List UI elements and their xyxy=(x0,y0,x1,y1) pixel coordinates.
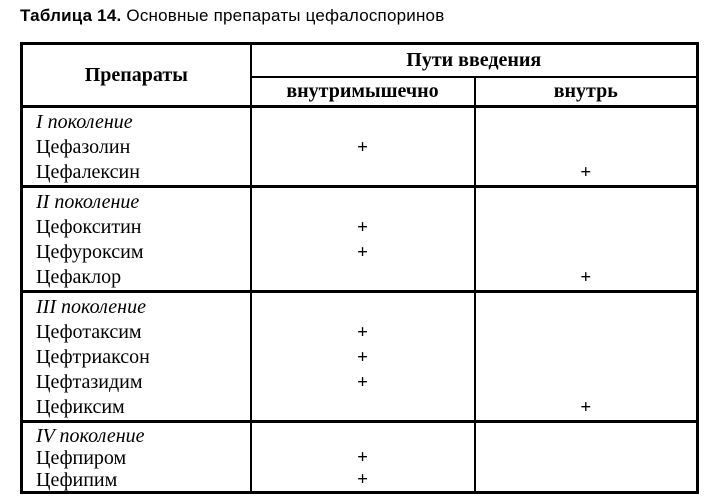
intramuscular-mark xyxy=(252,160,474,185)
intramuscular-cell: + + + xyxy=(249,290,476,423)
intramuscular-cell: + + xyxy=(249,185,476,293)
generation-label: IV поколение xyxy=(36,425,145,447)
intramuscular-mark: + xyxy=(357,447,368,468)
drug-name: Цефпиром xyxy=(36,447,127,469)
oral-mark xyxy=(476,135,697,160)
spacer-line xyxy=(476,425,697,447)
oral-mark xyxy=(476,370,697,395)
drug-name: Цефалексин xyxy=(36,161,140,183)
intramuscular-mark: + xyxy=(357,347,368,368)
oral-mark xyxy=(476,345,697,370)
table-number-label: Таблица 14. xyxy=(20,6,122,25)
drug-name: Цефтазидим xyxy=(36,371,143,393)
header-drugs: Препараты xyxy=(20,42,252,108)
drug-name: Цефазолин xyxy=(36,136,131,158)
oral-mark: + xyxy=(580,397,592,418)
spacer-line xyxy=(476,110,697,135)
drug-name: Цефтриаксон xyxy=(36,346,150,368)
oral-mark xyxy=(476,320,697,345)
spacer-line xyxy=(476,190,697,215)
oral-mark xyxy=(476,240,697,265)
generation-label: III поколение xyxy=(36,296,146,318)
oral-cell: + xyxy=(473,185,699,293)
intramuscular-mark: + xyxy=(357,372,368,393)
oral-mark xyxy=(476,447,697,469)
spacer-line xyxy=(476,295,697,320)
generation-group-row: III поколение Цефотаксим Цефтриаксон Цефтаз… xyxy=(20,290,699,423)
intramuscular-mark xyxy=(252,395,474,420)
generation-group-row: II поколение Цефокситин Цефуроксим Цефаклор… xyxy=(20,185,699,293)
drug-name: Цефиксим xyxy=(36,396,125,418)
page-title: Таблица 14. Основные препараты цефалоспор… xyxy=(20,6,444,26)
oral-cell xyxy=(473,420,699,494)
intramuscular-mark: + xyxy=(357,137,368,158)
header-intramuscular: внутримышечно xyxy=(249,75,476,108)
oral-mark xyxy=(476,215,697,240)
header-row-sub: внутримышечно внутрь xyxy=(22,75,699,108)
oral-mark xyxy=(476,469,697,491)
intramuscular-mark: + xyxy=(357,469,368,490)
drugs-cell: I поколение Цефазолин Цефалексин xyxy=(20,105,252,188)
spacer-line xyxy=(252,425,474,447)
header-row-top: Препараты Пути введения xyxy=(20,42,699,108)
drugs-cell: IV поколение Цефпиром Цефипим xyxy=(20,420,252,494)
drug-name: Цефипим xyxy=(36,469,118,491)
table-body: I поколение Цефазолин Цефалексин + + II покол… xyxy=(20,105,699,494)
cephalosporin-table: Препараты Пути введения внутримышечно вн… xyxy=(20,42,700,494)
intramuscular-cell: + + xyxy=(249,420,476,494)
table-caption: Основные препараты цефалоспоринов xyxy=(126,6,445,25)
spacer-line xyxy=(252,190,474,215)
drug-name: Цефокситин xyxy=(36,216,142,238)
oral-cell: + xyxy=(473,105,699,188)
intramuscular-mark: + xyxy=(357,322,368,343)
header-oral: внутрь xyxy=(473,75,699,108)
spacer-line xyxy=(252,295,474,320)
generation-group-row: I поколение Цефазолин Цефалексин + + xyxy=(20,105,699,188)
drug-name: Цефаклор xyxy=(36,266,122,288)
header-routes: Пути введения xyxy=(249,42,699,78)
intramuscular-mark: + xyxy=(357,217,368,238)
spacer-line xyxy=(252,110,474,135)
intramuscular-mark: + xyxy=(357,242,368,263)
generation-label: I поколение xyxy=(36,111,133,133)
drugs-cell: II поколение Цефокситин Цефуроксим Цефаклор xyxy=(20,185,252,293)
drug-name: Цефуроксим xyxy=(36,241,144,263)
intramuscular-cell: + xyxy=(249,105,476,188)
table-header: Препараты Пути введения внутримышечно вн… xyxy=(20,42,699,108)
intramuscular-mark xyxy=(252,265,474,290)
oral-mark: + xyxy=(580,162,592,183)
oral-mark: + xyxy=(580,267,592,288)
generation-label: II поколение xyxy=(36,191,140,213)
oral-cell: + xyxy=(473,290,699,423)
drugs-cell: III поколение Цефотаксим Цефтриаксон Цефтаз… xyxy=(20,290,252,423)
drug-name: Цефотаксим xyxy=(36,321,142,343)
generation-group-row: IV поколение Цефпиром Цефипим + + xyxy=(20,420,699,494)
